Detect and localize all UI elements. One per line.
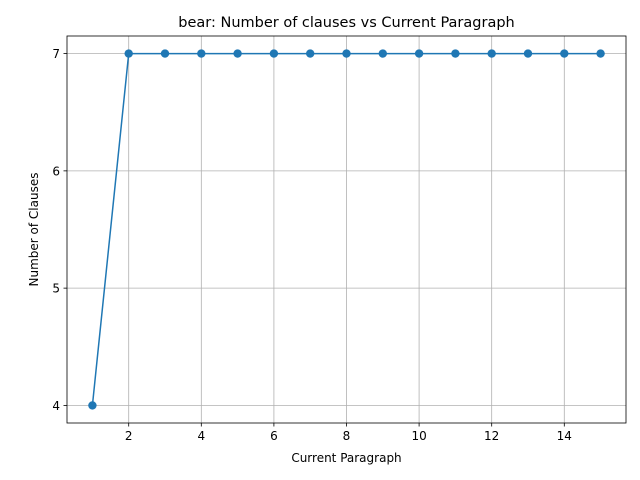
- x-tick-label: 2: [125, 429, 133, 443]
- y-tick-label: 5: [52, 282, 60, 296]
- data-point: [560, 49, 569, 58]
- data-point: [197, 49, 206, 58]
- ticks: 2 4 6 8 10 12 14 4 5 6 7: [52, 47, 572, 443]
- y-axis-label: Number of Clauses: [27, 173, 41, 287]
- data-point: [596, 49, 605, 58]
- data-point: [487, 49, 496, 58]
- series-layer: [88, 49, 605, 410]
- x-tick-label: 6: [270, 429, 278, 443]
- chart-title: bear: Number of clauses vs Current Parag…: [178, 15, 514, 31]
- data-point: [414, 49, 424, 58]
- data-point: [160, 49, 170, 58]
- x-tick-label: 12: [484, 429, 499, 443]
- data-point: [88, 401, 97, 410]
- data-point: [124, 49, 133, 58]
- data-point: [269, 49, 279, 58]
- x-tick-label: 8: [343, 429, 351, 443]
- data-point: [523, 49, 533, 58]
- y-tick-label: 7: [52, 47, 60, 61]
- x-tick-label: 14: [557, 429, 572, 443]
- x-axis-label: Current Paragraph: [291, 451, 401, 465]
- data-point: [306, 49, 315, 58]
- data-point: [233, 49, 242, 58]
- x-tick-label: 4: [197, 429, 205, 443]
- x-tick-label: 10: [411, 429, 426, 443]
- data-point: [451, 49, 460, 58]
- y-tick-label: 4: [52, 399, 60, 413]
- data-point: [342, 49, 351, 58]
- y-tick-label: 6: [52, 164, 60, 178]
- data-point: [378, 49, 387, 58]
